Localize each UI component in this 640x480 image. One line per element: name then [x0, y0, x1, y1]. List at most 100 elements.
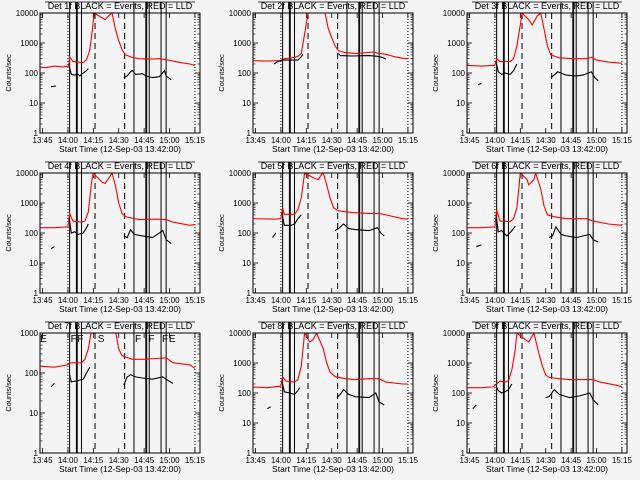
panel-7: Det 7f BLACK = Events, RED = LLD Counts/s… [4, 321, 205, 474]
x-tick-label: 15:15 [398, 136, 419, 145]
y-tick-label: 10000 [443, 9, 466, 18]
events-series-line [338, 53, 387, 60]
panel-9: Det 9f BLACK = Events, RED = LLD Counts/s… [431, 321, 632, 474]
x-tick-label: 15:00 [373, 136, 394, 145]
y-tick-label: 1 [461, 449, 466, 458]
y-tick-label: 1000 [20, 199, 38, 208]
lld-series-line [467, 173, 622, 229]
plot-frame [466, 172, 628, 294]
panel-title: Det 8f BLACK = Events, RED = LLD [261, 321, 406, 331]
lld-series-line [253, 333, 408, 389]
x-tick-label: 14:30 [536, 136, 557, 145]
panel-title: Det 9f BLACK = Events, RED = LLD [475, 321, 620, 331]
events-series-line [123, 374, 174, 386]
y-tick-label: 10 [242, 99, 251, 108]
panel-6: Det 6f BLACK = Events, RED = LLD Counts/s… [431, 161, 632, 314]
panel-8: Det 8f BLACK = Events, RED = LLD Counts/s… [217, 321, 418, 474]
y-tick-label: 1 [34, 129, 39, 138]
x-tick-label: 14:30 [109, 136, 130, 145]
x-tick-label: 14:45 [347, 296, 368, 305]
y-axis-label: Counts/sec [217, 214, 226, 252]
panel-title: Det 2f BLACK = Events, RED = LLD [261, 1, 406, 11]
state-label: F [71, 334, 77, 345]
x-axis-label: Start Time (12-Sep-03 13:42:00) [272, 464, 394, 474]
y-tick-label: 1 [34, 289, 39, 298]
events-series-line [496, 218, 516, 237]
x-tick-label: 14:00 [485, 456, 506, 465]
y-tick-label: 100 [238, 69, 252, 78]
lld-series-line [253, 173, 408, 220]
y-tick-label: 1000 [233, 39, 251, 48]
plot-frame [39, 12, 201, 134]
x-tick-label: 13:45 [246, 456, 267, 465]
state-label: F [77, 334, 83, 345]
x-tick-label: 14:45 [561, 136, 582, 145]
state-label: F [149, 334, 155, 345]
x-tick-label: 15:15 [185, 136, 206, 145]
plot-frame [39, 172, 201, 294]
x-axis-label: Start Time (12-Sep-03 13:42:00) [486, 304, 608, 314]
state-label: F [162, 334, 168, 345]
x-tick-label: 13:45 [33, 296, 54, 305]
state-label: F [135, 334, 141, 345]
x-tick-label: 15:00 [587, 456, 608, 465]
y-tick-label: 1 [247, 129, 252, 138]
x-tick-label: 13:45 [246, 296, 267, 305]
lld-series-line [40, 333, 196, 369]
y-tick-label: 10 [29, 259, 38, 268]
events-series-line [548, 225, 599, 243]
panel-title: Det 7f BLACK = Events, RED = LLD [48, 321, 193, 331]
y-tick-label: 1 [247, 449, 252, 458]
x-tick-label: 14:15 [83, 136, 104, 145]
x-tick-label: 15:15 [398, 456, 419, 465]
x-tick-label: 14:15 [83, 456, 104, 465]
plot-frame [252, 172, 414, 294]
x-tick-label: 14:00 [271, 456, 292, 465]
events-series-line [496, 383, 513, 394]
plot-frame [466, 332, 628, 454]
events-series-line [50, 85, 57, 88]
y-axis-label: Counts/sec [217, 374, 226, 412]
x-tick-label: 14:45 [561, 456, 582, 465]
x-tick-label: 14:15 [296, 296, 317, 305]
y-tick-label: 10000 [16, 9, 39, 18]
x-axis-label: Start Time (12-Sep-03 13:42:00) [59, 464, 181, 474]
x-tick-label: 14:00 [271, 296, 292, 305]
x-tick-label: 13:45 [460, 296, 481, 305]
x-tick-label: 14:15 [510, 456, 531, 465]
events-series-line [282, 214, 302, 226]
y-axis-label: Counts/sec [431, 54, 440, 92]
panel-title: Det 3f BLACK = Events, RED = LLD [475, 1, 620, 11]
y-tick-label: 1 [461, 129, 466, 138]
panel-4: Det 4f BLACK = Events, RED = LLD Counts/s… [4, 161, 205, 314]
x-tick-label: 14:00 [271, 136, 292, 145]
y-tick-label: 1 [461, 289, 466, 298]
x-tick-label: 14:30 [322, 456, 343, 465]
x-tick-label: 13:45 [460, 136, 481, 145]
y-axis-label: Counts/sec [431, 214, 440, 252]
x-axis-label: Start Time (12-Sep-03 13:42:00) [486, 464, 608, 474]
y-tick-label: 10 [242, 419, 251, 428]
y-tick-label: 10 [456, 419, 465, 428]
lld-series-line [467, 13, 622, 67]
x-tick-label: 14:45 [347, 456, 368, 465]
y-tick-label: 10000 [443, 329, 466, 338]
y-tick-label: 100 [238, 389, 252, 398]
x-tick-label: 14:45 [134, 136, 155, 145]
y-axis-label: Counts/sec [217, 54, 226, 92]
events-series-line [272, 232, 277, 238]
y-tick-label: 10 [456, 259, 465, 268]
events-series-line [545, 388, 599, 406]
x-tick-label: 15:00 [587, 136, 608, 145]
y-tick-label: 100 [452, 229, 466, 238]
plot-frame [39, 332, 201, 454]
x-tick-label: 15:00 [160, 296, 181, 305]
x-tick-label: 14:00 [58, 456, 79, 465]
y-tick-label: 1000 [447, 199, 465, 208]
x-axis-label: Start Time (12-Sep-03 13:42:00) [272, 304, 394, 314]
x-tick-label: 14:15 [83, 296, 104, 305]
panel-2: Det 2f BLACK = Events, RED = LLD Counts/s… [217, 1, 418, 154]
x-tick-label: 15:15 [398, 296, 419, 305]
y-tick-label: 100 [25, 369, 39, 378]
